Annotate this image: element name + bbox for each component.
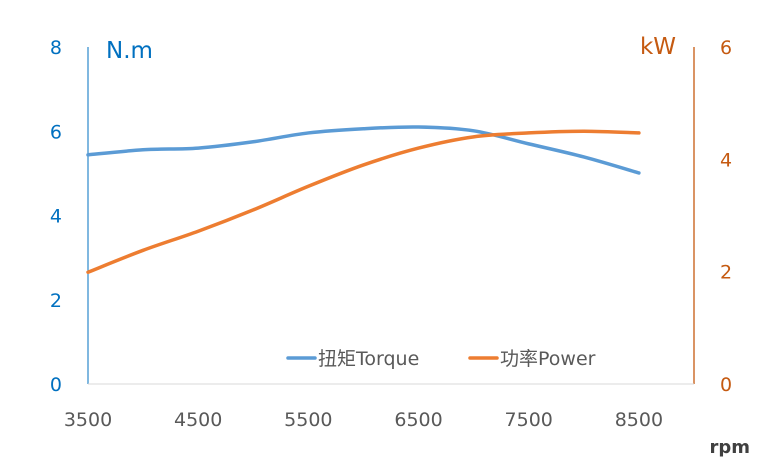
left-axis-title: N.m: [106, 38, 153, 64]
right-tick-label: 0: [720, 374, 732, 396]
x-tick-label: 4500: [174, 409, 222, 431]
x-tick-label: 6500: [394, 409, 442, 431]
series-line-power: [86, 129, 641, 274]
x-tick-label: 7500: [505, 409, 553, 431]
left-tick-label: 4: [50, 206, 62, 228]
right-tick-label: 4: [720, 149, 732, 171]
left-tick-label: 2: [50, 290, 62, 312]
legend-label-torque: 扭矩Torque: [318, 348, 419, 370]
x-axis-title: rpm: [709, 437, 750, 458]
left-tick-label: 6: [50, 121, 62, 143]
left-tick-label: 8: [50, 37, 62, 59]
x-tick-label: 8500: [615, 409, 663, 431]
left-tick-label: 0: [50, 374, 62, 396]
right-axis-title: kW: [640, 34, 676, 60]
right-tick-label: 6: [720, 37, 732, 59]
right-tick-label: 2: [720, 262, 732, 284]
x-tick-label: 5500: [284, 409, 332, 431]
series-line-torque: [86, 125, 641, 175]
x-tick-label: 3500: [64, 409, 112, 431]
legend-label-power: 功率Power: [500, 348, 596, 370]
